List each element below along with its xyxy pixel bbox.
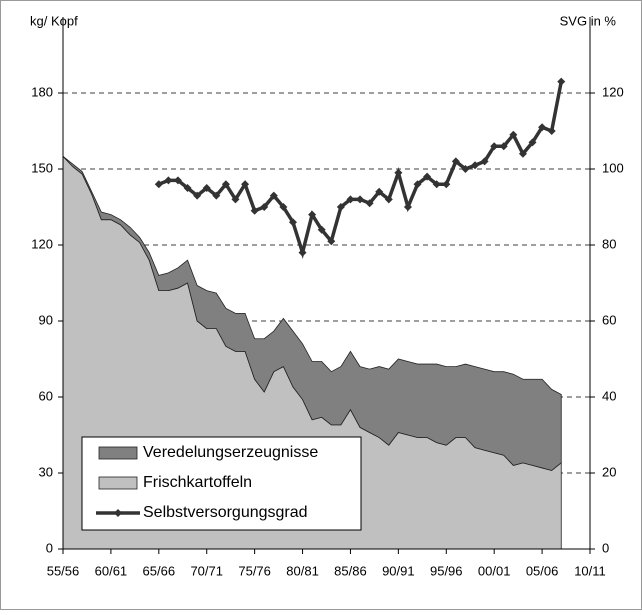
y2-tick-label: 20 — [602, 464, 616, 479]
y-tick-label: 150 — [31, 160, 53, 175]
marker — [394, 168, 403, 177]
x-tick-label: 10/11 — [574, 563, 606, 578]
x-tick-label: 85/86 — [334, 563, 367, 578]
legend-swatch — [98, 476, 138, 490]
marker — [557, 77, 566, 86]
marker — [356, 195, 365, 204]
marker — [231, 195, 240, 204]
marker — [480, 157, 489, 166]
x-tick-label: 80/81 — [286, 563, 319, 578]
y2-tick-label: 80 — [602, 236, 616, 251]
marker — [183, 184, 192, 192]
marker — [432, 180, 441, 189]
legend-label: Frischkartoffeln — [143, 474, 252, 491]
marker — [212, 191, 221, 200]
y-axis-label: kg/ Kopf — [30, 13, 78, 28]
marker — [413, 180, 422, 189]
marker — [423, 172, 432, 181]
marker — [384, 195, 393, 204]
marker — [164, 176, 173, 185]
marker — [461, 165, 470, 173]
y-tick-label: 60 — [39, 388, 53, 403]
x-tick-label: 90/91 — [382, 563, 415, 578]
x-tick-label: 05/06 — [526, 563, 559, 578]
y-tick-label: 180 — [31, 84, 53, 99]
marker — [499, 142, 508, 151]
marker — [241, 180, 250, 189]
marker — [250, 206, 259, 215]
y2-tick-label: 40 — [602, 388, 616, 403]
x-tick-label: 60/61 — [95, 563, 128, 578]
marker — [221, 180, 230, 189]
marker — [298, 248, 307, 257]
y-tick-label: 90 — [39, 312, 53, 327]
marker — [518, 149, 527, 158]
y2-tick-label: 0 — [602, 540, 609, 555]
marker — [442, 180, 451, 189]
marker — [451, 157, 460, 166]
legend-swatch — [98, 446, 138, 460]
marker — [490, 142, 499, 151]
marker — [269, 191, 278, 200]
x-tick-label: 75/76 — [238, 563, 271, 578]
y-tick-label: 120 — [31, 236, 53, 251]
x-tick-label: 95/96 — [430, 563, 463, 578]
marker — [260, 203, 269, 211]
marker — [288, 218, 297, 227]
y2-tick-label: 60 — [602, 312, 616, 327]
marker — [538, 123, 547, 132]
y2-tick-label: 100 — [602, 160, 624, 175]
y2-tick-label: 120 — [602, 84, 624, 99]
marker — [547, 127, 556, 135]
x-tick-label: 00/01 — [478, 563, 511, 578]
marker — [193, 191, 202, 200]
x-tick-label: 65/66 — [143, 563, 176, 578]
marker — [528, 138, 537, 147]
marker — [279, 203, 288, 211]
legend-label: Selbstversorgungsgrad — [143, 504, 308, 521]
area — [62, 156, 562, 471]
marker — [317, 225, 326, 234]
y-tick-label: 30 — [39, 464, 53, 479]
marker — [403, 203, 412, 211]
marker — [471, 161, 480, 170]
marker — [509, 130, 518, 139]
marker — [327, 237, 336, 246]
legend-label: Veredelungserzeugnisse — [143, 444, 318, 461]
x-tick-label: 70/71 — [190, 563, 223, 578]
y2-axis-label: SVG in % — [560, 13, 617, 28]
marker — [375, 187, 384, 196]
marker — [154, 180, 163, 189]
marker — [336, 203, 345, 211]
marker — [346, 195, 355, 204]
marker — [173, 176, 182, 185]
y-tick-label: 0 — [46, 540, 53, 555]
marker — [365, 199, 374, 208]
legend-marker — [114, 509, 122, 517]
marker — [202, 184, 211, 192]
marker — [308, 210, 317, 219]
x-tick-label: 55/56 — [47, 563, 80, 578]
